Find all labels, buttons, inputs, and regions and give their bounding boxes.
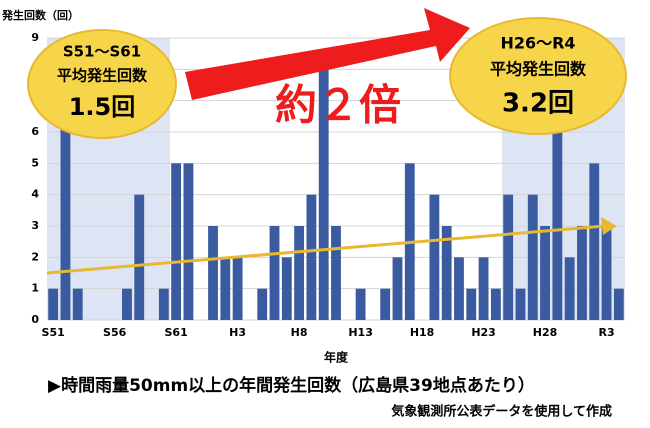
bar — [355, 288, 366, 320]
bar — [306, 194, 317, 320]
callout-value: 1.5回 — [69, 93, 136, 121]
bar — [257, 288, 268, 320]
bar — [613, 288, 624, 320]
source: 気象観測所公表データを使用して作成 — [391, 404, 612, 420]
bar — [220, 257, 231, 320]
bar — [318, 69, 329, 320]
bar — [60, 69, 71, 320]
bar — [577, 226, 587, 320]
y-tick-label: 2 — [31, 250, 39, 263]
bar — [601, 226, 612, 320]
bar — [503, 194, 514, 320]
x-axis-title: 年度 — [324, 350, 349, 365]
caption: ▶時間雨量50mm以上の年間発生回数（広島県39地点あたり） — [48, 375, 535, 396]
callout-text: H26～R4 — [500, 34, 575, 53]
bar — [48, 288, 59, 320]
bar — [72, 288, 83, 320]
y-tick-label: 9 — [31, 31, 39, 44]
bar — [122, 288, 132, 320]
bar — [429, 194, 440, 320]
y-axis-title: 発生回数（回） — [1, 8, 79, 22]
bar — [564, 257, 575, 320]
bar — [515, 288, 526, 320]
x-tick-label: R3 — [598, 326, 614, 339]
trend-arrowhead — [601, 217, 617, 235]
bar — [208, 226, 218, 320]
x-tick-label: S51 — [42, 326, 65, 339]
x-tick-label: S56 — [103, 326, 127, 339]
x-tick-label: H28 — [533, 326, 558, 339]
x-tick-label: S61 — [165, 326, 188, 339]
arrow — [185, 8, 470, 100]
bar — [281, 257, 292, 320]
callout-value: 3.2回 — [502, 89, 574, 119]
bar — [454, 257, 464, 320]
bar — [552, 132, 563, 320]
bar — [527, 194, 538, 320]
y-tick-label: 1 — [31, 282, 39, 295]
callout-text: 平均発生回数 — [57, 67, 148, 85]
bar — [232, 257, 243, 320]
trend-line — [46, 224, 606, 275]
y-tick-label: 3 — [31, 219, 39, 232]
bar — [540, 226, 550, 320]
callout-text: 平均発生回数 — [490, 60, 587, 79]
bar — [183, 163, 194, 320]
x-tick-label: H8 — [291, 326, 308, 339]
ratio-annotation: 約２倍 — [275, 81, 401, 130]
bar — [441, 226, 452, 320]
y-tick-label: 6 — [31, 125, 39, 138]
x-tick-label: H13 — [348, 326, 373, 339]
x-tick-label: H3 — [229, 326, 246, 339]
bar — [466, 288, 477, 320]
callout-text: S51～S61 — [63, 43, 141, 61]
bar — [478, 257, 489, 320]
bar — [331, 226, 341, 320]
bar — [392, 257, 403, 320]
bar — [171, 163, 182, 320]
callout-bubble — [27, 29, 177, 139]
bar — [294, 226, 305, 320]
bar — [158, 288, 169, 320]
bar — [380, 288, 391, 320]
x-tick-label: H23 — [471, 326, 496, 339]
bar — [589, 163, 600, 320]
bar — [490, 288, 501, 320]
y-tick-label: 5 — [31, 156, 39, 169]
callout-bubble — [449, 17, 627, 135]
y-tick-label: 0 — [31, 313, 39, 326]
y-tick-label: 4 — [31, 188, 39, 201]
x-tick-label: H18 — [410, 326, 435, 339]
bar — [269, 226, 280, 320]
bar — [134, 194, 145, 320]
